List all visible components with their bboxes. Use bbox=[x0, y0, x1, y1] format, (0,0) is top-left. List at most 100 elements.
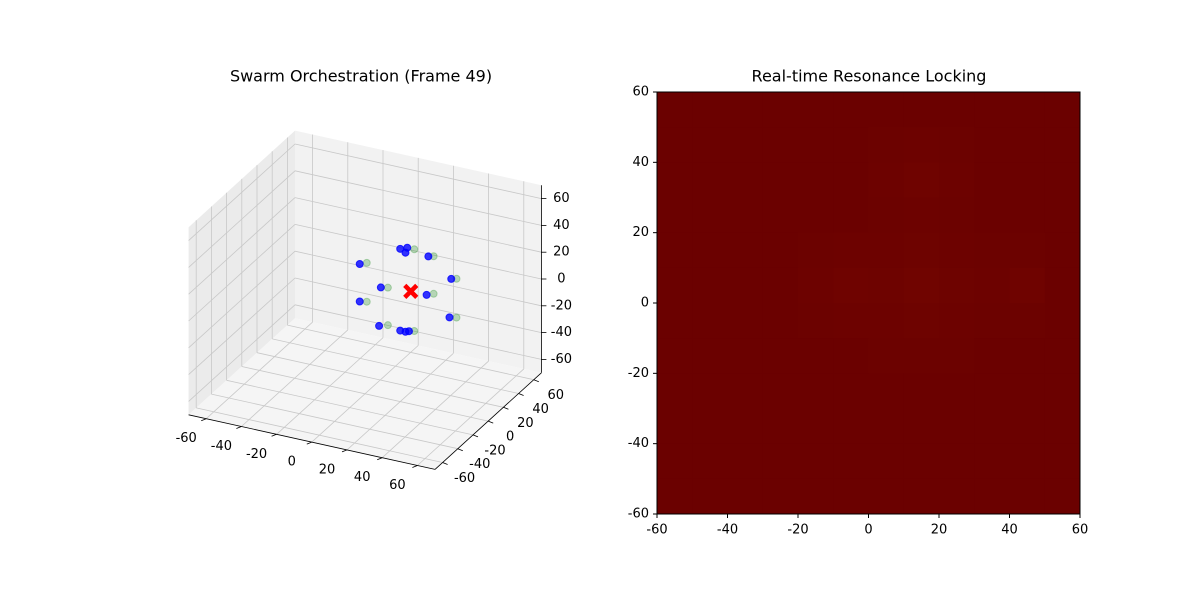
heat-cell bbox=[939, 338, 975, 374]
heat-cell bbox=[762, 408, 799, 445]
point bbox=[429, 289, 438, 298]
heat-cell bbox=[762, 127, 799, 163]
y-tick-label: 0 bbox=[641, 296, 649, 311]
y-tick-label: -40 bbox=[469, 457, 490, 472]
target-marker bbox=[403, 283, 419, 299]
heat-cell bbox=[1009, 443, 1046, 480]
axis-line bbox=[188, 414, 436, 470]
heat-cell bbox=[833, 478, 869, 515]
y-tick-label: -60 bbox=[628, 507, 649, 522]
heat-cell bbox=[903, 408, 940, 445]
tick-mark bbox=[412, 465, 418, 468]
heat-cell bbox=[868, 338, 905, 374]
chart-title: Swarm Orchestration (Frame 49) bbox=[230, 67, 492, 86]
point bbox=[424, 252, 433, 261]
point bbox=[355, 259, 364, 268]
heat-cell bbox=[762, 443, 799, 480]
heat-cell bbox=[1044, 162, 1081, 198]
grid-line bbox=[188, 170, 296, 268]
heat-cell bbox=[939, 197, 975, 234]
x-tick-label: 20 bbox=[931, 523, 948, 538]
heat-cell bbox=[903, 197, 940, 234]
heat-cell bbox=[657, 443, 693, 480]
tick-mark bbox=[472, 434, 479, 438]
heat-cell bbox=[868, 478, 905, 515]
heat-cell bbox=[1009, 338, 1046, 374]
grid-line bbox=[294, 143, 542, 199]
heat-cell bbox=[939, 127, 975, 163]
heat-cell bbox=[657, 303, 693, 339]
heat-cell bbox=[833, 443, 869, 480]
grid-line bbox=[188, 224, 296, 322]
point bbox=[401, 248, 410, 257]
point bbox=[375, 321, 384, 330]
heat-cell bbox=[692, 232, 728, 269]
axis-line bbox=[434, 372, 542, 470]
heat-cell bbox=[692, 92, 728, 128]
heat-cell bbox=[762, 162, 799, 198]
heat-cell bbox=[974, 127, 1010, 163]
point bbox=[405, 327, 413, 336]
heat-cell bbox=[762, 303, 799, 339]
heat-cell bbox=[1009, 373, 1046, 409]
heat-cell bbox=[727, 127, 764, 163]
point bbox=[452, 313, 461, 322]
point bbox=[422, 290, 431, 299]
z-tick-label: -20 bbox=[551, 298, 572, 313]
heat-cell bbox=[1009, 408, 1046, 445]
x-tick-label: 60 bbox=[389, 478, 406, 493]
heat-cell bbox=[939, 303, 975, 339]
heat-cell bbox=[903, 267, 940, 304]
heat-cell bbox=[833, 267, 869, 304]
heat-cell bbox=[1009, 267, 1046, 304]
heat-cell bbox=[657, 408, 693, 445]
heat-cell bbox=[939, 373, 975, 409]
heat-cell bbox=[974, 373, 1010, 409]
heat-cell bbox=[939, 92, 975, 128]
tick-mark bbox=[377, 457, 383, 461]
tick-mark bbox=[533, 379, 539, 383]
heat-cell bbox=[1009, 303, 1046, 339]
z-tick-label: -40 bbox=[551, 325, 572, 340]
heat-cell bbox=[833, 92, 869, 128]
heat-cell bbox=[903, 373, 940, 409]
heat-cell bbox=[903, 162, 940, 198]
tick-mark bbox=[503, 406, 509, 410]
grid-line bbox=[256, 352, 504, 408]
x-tick-label: -60 bbox=[176, 431, 197, 446]
heat-cell bbox=[974, 92, 1010, 128]
heat-cell bbox=[1009, 127, 1046, 163]
x-tick-label: -40 bbox=[211, 439, 232, 454]
heat-cell bbox=[974, 478, 1010, 515]
grid-line bbox=[188, 277, 296, 375]
y-tick-label: 60 bbox=[632, 85, 649, 100]
point bbox=[355, 297, 364, 306]
heat-cell bbox=[868, 197, 905, 234]
heat-cell bbox=[692, 127, 728, 163]
heat-cell bbox=[657, 127, 693, 163]
x-tick-label: -40 bbox=[717, 523, 738, 538]
heat-cell bbox=[692, 408, 728, 445]
point bbox=[447, 274, 456, 283]
heat-cell bbox=[974, 303, 1010, 339]
grid-line bbox=[294, 277, 542, 333]
heat-cell bbox=[939, 478, 975, 515]
point bbox=[445, 313, 454, 322]
heat-cell bbox=[1044, 232, 1081, 269]
heat-cell bbox=[1009, 232, 1046, 269]
heat-cell bbox=[903, 443, 940, 480]
heat-cell bbox=[657, 92, 693, 128]
heat-cell bbox=[798, 373, 834, 409]
heat-cell bbox=[692, 197, 728, 234]
heat-cell bbox=[1044, 478, 1081, 515]
point bbox=[410, 245, 419, 254]
heat-cell bbox=[692, 443, 728, 480]
heat-cell bbox=[868, 127, 905, 163]
heat-cell bbox=[1044, 303, 1081, 339]
heat-cell bbox=[939, 267, 975, 304]
x-tick-label: -20 bbox=[246, 447, 267, 462]
heat-cell bbox=[727, 92, 764, 128]
point bbox=[383, 321, 392, 330]
grid-line bbox=[226, 379, 474, 436]
